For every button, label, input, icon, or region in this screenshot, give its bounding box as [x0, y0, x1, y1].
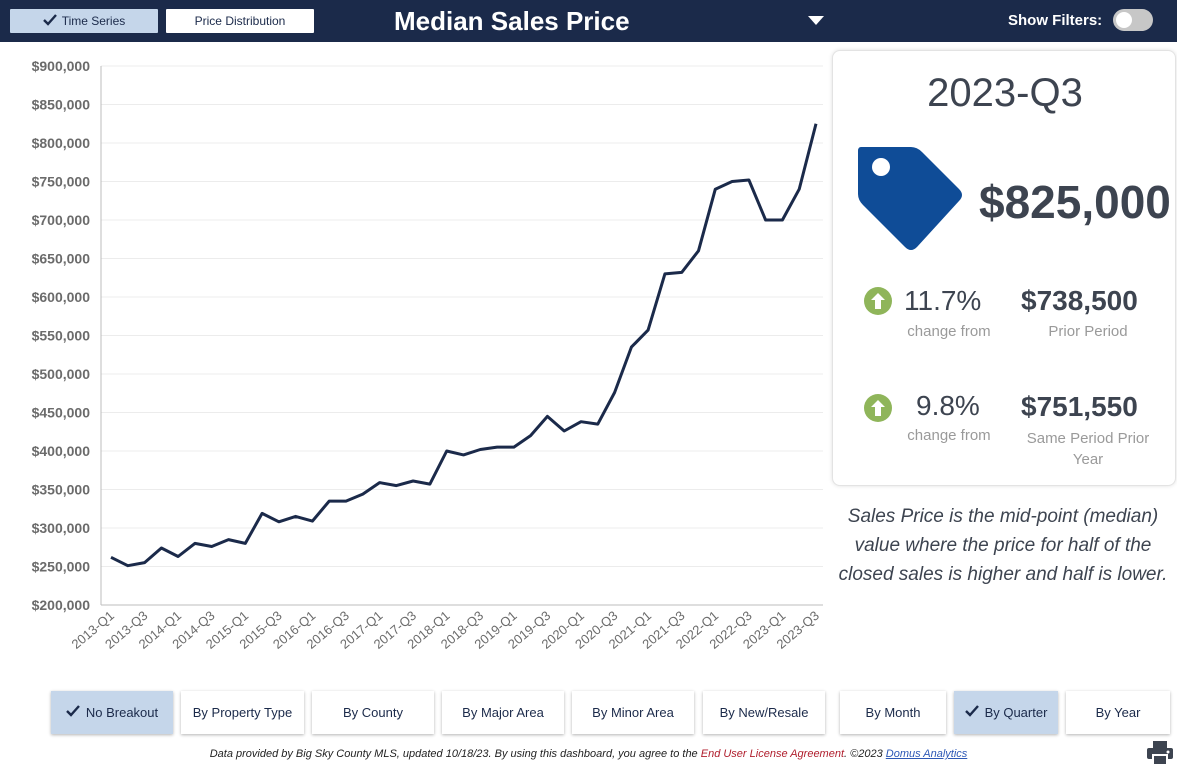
y-axis-ticks: $200,000 $250,000 $300,000 $350,000 $400,000…: [32, 58, 91, 613]
y-tick-label: $850,000: [32, 97, 91, 113]
period-label: 2023-Q3: [927, 71, 1083, 115]
y-tick-label: $500,000: [32, 366, 91, 382]
tab-time-series-label: Time Series: [61, 14, 126, 28]
series-line: [110, 123, 818, 568]
footer-credit: Data provided by Big Sky County MLS, upd…: [0, 748, 1177, 760]
prior-period-label: Prior Period: [1048, 323, 1128, 340]
y-tick-label: $700,000: [32, 212, 91, 228]
breakout-major-area-button[interactable]: By Major Area: [442, 691, 564, 734]
y-tick-label: $200,000: [32, 597, 91, 613]
y-tick-label: $900,000: [32, 58, 91, 74]
header-bar: Time Series Price Distribution Median Sa…: [0, 0, 1177, 42]
y-tick-label: $550,000: [32, 328, 91, 344]
button-label: By Quarter: [984, 705, 1048, 720]
button-label: By Month: [865, 705, 921, 720]
note-line: Sales Price is the mid-point (median): [847, 506, 1159, 527]
check-icon: [66, 705, 80, 720]
button-label: By New/Resale: [719, 705, 809, 720]
metric-selector[interactable]: Median Sales Price: [360, 0, 840, 42]
tab-time-series[interactable]: Time Series: [10, 9, 158, 33]
y-tick-label: $750,000: [32, 174, 91, 190]
x-axis-ticks: 2013-Q12013-Q32014-Q12014-Q32015-Q12015-…: [69, 608, 822, 652]
y-tick-label: $400,000: [32, 443, 91, 459]
period-month-button[interactable]: By Month: [840, 691, 946, 734]
current-value: $825,000: [979, 176, 1171, 228]
change-from-label: change from: [907, 427, 991, 444]
period-year-button[interactable]: By Year: [1066, 691, 1170, 734]
caret-down-icon[interactable]: [808, 16, 824, 25]
button-label: No Breakout: [85, 705, 159, 720]
same-period-label-line1: Same Period Prior: [1026, 430, 1150, 447]
footer-text: Data provided by Big Sky County MLS, upd…: [209, 748, 701, 760]
note-line: closed sales is higher and half is lower…: [838, 564, 1168, 585]
arrow-up-circle-icon: [864, 287, 892, 315]
summary-card: 2023-Q3 $825,000 11.7% change from $738,…: [832, 50, 1176, 486]
button-label: By Minor Area: [592, 705, 674, 720]
tab-price-distribution[interactable]: Price Distribution: [166, 9, 314, 33]
breakout-no-breakout-button[interactable]: No Breakout: [51, 691, 173, 734]
toggle-knob: [1116, 12, 1132, 28]
domus-link[interactable]: Domus Analytics: [885, 748, 968, 760]
tab-price-distribution-label: Price Distribution: [194, 14, 286, 28]
change-from-label: change from: [907, 323, 991, 340]
button-label: By Major Area: [462, 705, 544, 720]
check-icon: [42, 13, 57, 29]
breakout-property-type-button[interactable]: By Property Type: [181, 691, 304, 734]
note-line: value where the price for half of the: [854, 535, 1152, 556]
series-layer: [110, 123, 818, 568]
prior-period-amount: $738,500: [1021, 285, 1138, 316]
button-label: By Year: [1095, 705, 1141, 720]
price-tag-icon: [855, 143, 967, 258]
y-tick-label: $350,000: [32, 482, 91, 498]
show-filters-label: Show Filters:: [1008, 12, 1103, 29]
show-filters-toggle[interactable]: [1113, 9, 1153, 31]
y-tick-label: $800,000: [32, 135, 91, 151]
same-period-amount: $751,550: [1021, 391, 1138, 422]
y-tick-label: $250,000: [32, 559, 91, 575]
arrow-up-circle-icon: [864, 394, 892, 422]
change-pct-prior: 11.7%: [904, 285, 982, 316]
period-quarter-button[interactable]: By Quarter: [954, 691, 1058, 734]
y-tick-label: $450,000: [32, 405, 91, 421]
button-label: By Property Type: [192, 705, 293, 720]
definition-note: Sales Price is the mid-point (median) va…: [830, 502, 1176, 589]
printer-icon[interactable]: [1146, 740, 1174, 771]
check-icon: [964, 705, 979, 720]
line-chart: $200,000 $250,000 $300,000 $350,000 $400,000…: [32, 58, 823, 652]
breakout-new-resale-button[interactable]: By New/Resale: [703, 691, 825, 734]
change-pct-year: 9.8%: [916, 390, 980, 421]
page-title: Median Sales Price: [394, 6, 630, 36]
y-tick-label: $600,000: [32, 289, 91, 305]
button-label: By County: [343, 705, 403, 720]
breakout-county-button[interactable]: By County: [312, 691, 434, 734]
y-tick-label: $650,000: [32, 251, 91, 267]
breakout-minor-area-button[interactable]: By Minor Area: [572, 691, 694, 734]
grid-layer: [100, 65, 823, 606]
same-period-label-line2: Year: [1072, 451, 1104, 468]
eula-link[interactable]: End User License Agreement: [700, 748, 845, 760]
y-tick-label: $300,000: [32, 520, 91, 536]
footer-text: . ©2023: [844, 748, 886, 760]
